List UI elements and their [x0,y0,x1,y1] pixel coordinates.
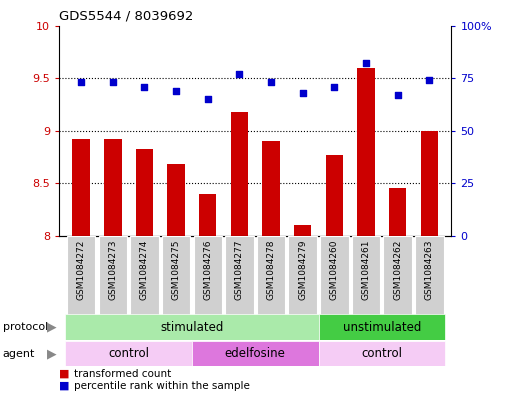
Bar [421,130,438,236]
FancyBboxPatch shape [415,236,444,316]
Text: GSM1084275: GSM1084275 [171,240,181,300]
Text: GDS5544 / 8039692: GDS5544 / 8039692 [59,10,193,23]
Text: agent: agent [3,349,35,358]
Point [267,79,275,85]
Text: transformed count: transformed count [74,369,172,379]
Point [235,71,244,77]
Bar [199,194,216,236]
FancyBboxPatch shape [192,341,319,366]
Point [109,79,117,85]
FancyBboxPatch shape [319,341,445,366]
Text: percentile rank within the sample: percentile rank within the sample [74,381,250,391]
Point [299,90,307,96]
Point [204,96,212,102]
Text: GSM1084278: GSM1084278 [267,240,275,300]
Point [362,60,370,66]
Text: GSM1084272: GSM1084272 [76,240,86,300]
Text: ■: ■ [59,369,69,379]
Point [393,92,402,98]
FancyBboxPatch shape [383,236,412,316]
Text: ■: ■ [59,381,69,391]
FancyBboxPatch shape [225,236,253,316]
Bar [389,189,406,236]
FancyBboxPatch shape [257,236,285,316]
Bar [104,139,122,236]
Point [425,77,433,83]
Text: ▶: ▶ [47,321,56,334]
Bar [136,149,153,236]
FancyBboxPatch shape [352,236,380,316]
Bar [167,164,185,236]
Text: ▶: ▶ [47,347,56,360]
Text: stimulated: stimulated [160,321,224,334]
Bar [262,141,280,236]
FancyBboxPatch shape [320,236,348,316]
Text: GSM1084273: GSM1084273 [108,240,117,300]
FancyBboxPatch shape [288,236,317,316]
Bar [231,112,248,236]
Text: GSM1084274: GSM1084274 [140,240,149,300]
Text: protocol: protocol [3,322,48,332]
Bar [72,139,90,236]
Text: GSM1084263: GSM1084263 [425,240,434,300]
FancyBboxPatch shape [193,236,222,316]
FancyBboxPatch shape [130,236,159,316]
Text: control: control [108,347,149,360]
Point [172,88,180,94]
Text: edelfosine: edelfosine [225,347,286,360]
Point [330,83,339,90]
Text: GSM1084276: GSM1084276 [203,240,212,300]
Text: GSM1084262: GSM1084262 [393,240,402,300]
Point [77,79,85,85]
Bar [294,225,311,236]
Text: GSM1084260: GSM1084260 [330,240,339,300]
Bar [357,68,374,236]
FancyBboxPatch shape [319,314,445,340]
Text: GSM1084277: GSM1084277 [235,240,244,300]
Text: GSM1084261: GSM1084261 [362,240,370,300]
Text: unstimulated: unstimulated [343,321,421,334]
FancyBboxPatch shape [67,236,95,316]
Text: GSM1084279: GSM1084279 [298,240,307,300]
FancyBboxPatch shape [65,341,192,366]
FancyBboxPatch shape [98,236,127,316]
FancyBboxPatch shape [162,236,190,316]
Point [141,83,149,90]
Text: control: control [361,347,402,360]
Bar [326,155,343,236]
FancyBboxPatch shape [65,314,319,340]
